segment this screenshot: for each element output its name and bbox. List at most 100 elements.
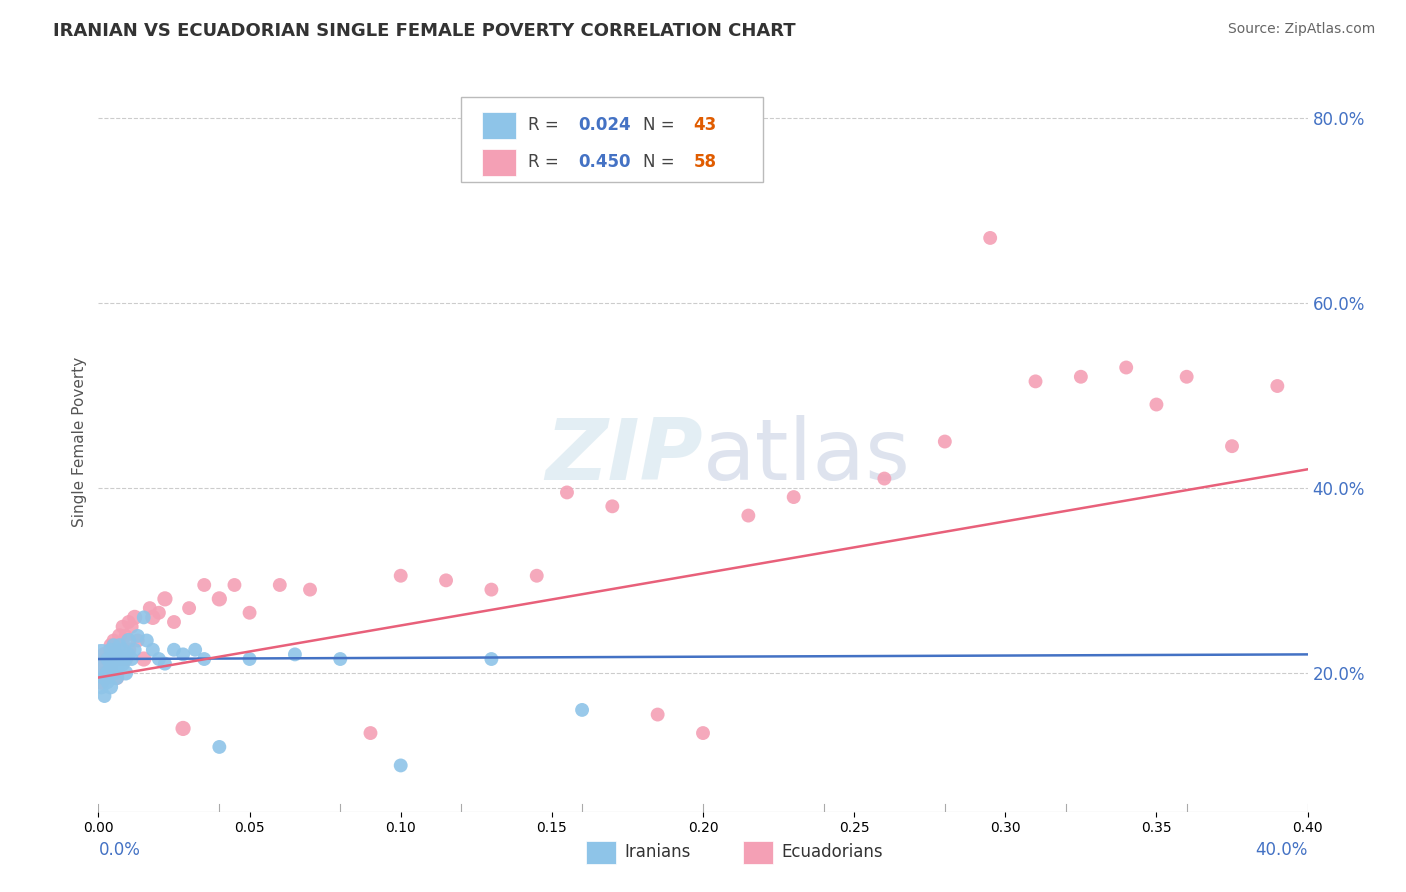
Point [118,633,141,648]
Point [163,615,186,629]
Point [179,601,201,615]
Point [114,652,136,666]
Point [111,619,134,633]
Point [299,582,322,597]
Point [1267,379,1289,393]
Point [121,652,143,666]
Point [96,652,118,666]
Point [90,657,112,671]
Point [389,758,412,772]
Point [96,675,118,690]
Y-axis label: Single Female Poverty: Single Female Poverty [72,357,87,526]
Bar [742,841,773,863]
Point [389,568,412,582]
Point [103,652,125,666]
Text: R =: R = [527,117,564,135]
Text: 0.0%: 0.0% [98,841,141,859]
Point [783,490,806,504]
Point [103,633,125,648]
Point [100,638,122,652]
Text: 0.024: 0.024 [578,117,631,135]
Text: R =: R = [527,153,564,171]
Point [142,610,165,624]
Point [103,638,125,652]
Point [96,671,118,685]
Point [100,642,122,657]
Text: N =: N = [643,117,679,135]
Point [153,591,176,606]
Point [108,638,131,652]
Point [118,648,141,662]
Point [873,471,896,485]
Point [1220,439,1243,453]
Text: ZIP: ZIP [546,415,703,498]
Point [132,610,155,624]
Text: Source: ZipAtlas.com: Source: ZipAtlas.com [1227,22,1375,37]
Point [434,574,457,588]
Point [1175,369,1198,384]
Point [208,739,231,754]
Point [111,642,134,657]
Point [127,629,149,643]
Point [93,671,115,685]
Bar [482,112,516,139]
Point [184,642,207,657]
Point [114,665,136,680]
Point [153,657,176,671]
Point [172,722,194,736]
Text: 43: 43 [693,117,717,135]
Point [114,629,136,643]
Point [526,568,548,582]
Point [934,434,956,449]
Point [90,675,112,690]
Point [124,610,146,624]
Point [103,652,125,666]
Point [979,231,1001,245]
Point [132,652,155,666]
Point [647,707,669,722]
Point [329,652,352,666]
Point [100,680,122,694]
Point [121,619,143,633]
Text: N =: N = [643,153,679,171]
Text: Iranians: Iranians [624,844,690,862]
Point [239,652,262,666]
Point [118,642,141,657]
Point [108,652,131,666]
Point [100,661,122,675]
Point [108,652,131,666]
Bar [586,841,616,863]
Point [193,578,215,592]
Point [193,652,215,666]
Point [208,591,231,606]
Point [481,652,503,666]
Point [114,652,136,666]
Point [105,671,128,685]
Point [481,582,503,597]
Point [555,485,578,500]
Point [737,508,759,523]
FancyBboxPatch shape [461,97,763,183]
Point [105,648,128,662]
Point [96,652,118,666]
Text: 40.0%: 40.0% [1256,841,1308,859]
Point [135,633,157,648]
Point [90,657,112,671]
Point [118,615,141,629]
Point [163,642,186,657]
Point [1024,375,1046,389]
Bar [482,149,516,176]
Point [90,680,112,694]
Point [111,642,134,657]
Point [1144,398,1167,412]
Point [103,665,125,680]
Point [692,726,714,740]
Point [269,578,291,592]
Text: atlas: atlas [703,415,911,498]
Point [139,601,162,615]
Point [172,648,194,662]
Point [108,629,131,643]
Point [124,642,146,657]
Point [96,665,118,680]
Point [127,633,149,648]
